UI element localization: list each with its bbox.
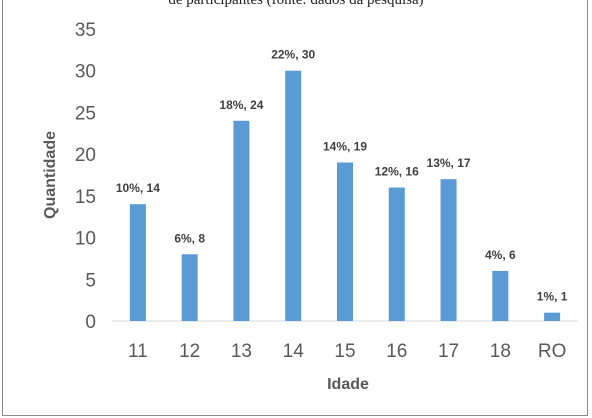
data-label: 13%, 17 (427, 156, 471, 170)
data-label: 12%, 16 (375, 165, 419, 179)
y-tick-label: 0 (85, 312, 96, 333)
data-label: 18%, 24 (219, 98, 263, 112)
x-tick-label: 11 (128, 341, 148, 362)
x-tick-label: 14 (283, 341, 305, 362)
x-tick-label: RO (538, 341, 567, 362)
bar-14 (285, 70, 302, 321)
bar-11 (129, 204, 146, 321)
y-tick-label: 10 (75, 229, 96, 250)
caption-fragment: de participantes (fonte: dados da pesqui… (168, 0, 424, 8)
y-tick-label: 35 (75, 20, 96, 41)
x-tick-label: 15 (334, 341, 355, 362)
bar-17 (440, 179, 457, 321)
y-tick-label: 20 (75, 145, 96, 166)
x-tick-label: 16 (386, 341, 407, 362)
data-label: 4%, 6 (485, 248, 516, 262)
y-tick-label: 30 (75, 62, 96, 83)
y-axis-ticks: 0 5 10 15 20 25 30 35 (75, 20, 96, 333)
bar-15 (337, 162, 353, 321)
data-label: 1%, 1 (537, 290, 568, 304)
bar-16 (388, 187, 405, 321)
bars (129, 70, 561, 322)
y-tick-label: 15 (75, 187, 96, 208)
data-label: 10%, 14 (116, 181, 160, 195)
x-tick-label: 12 (179, 341, 200, 362)
y-tick-label: 25 (75, 103, 96, 124)
bar-12 (181, 254, 198, 321)
data-label: 14%, 19 (323, 139, 367, 153)
y-tick-label: 5 (85, 270, 96, 291)
bar-ro (544, 312, 561, 321)
x-tick-label: 13 (231, 341, 252, 362)
x-axis-title: Idade (327, 376, 369, 393)
data-labels: 10%, 14 6%, 8 18%, 24 22%, 30 14%, 19 12%, 16… (116, 48, 568, 304)
x-axis-ticks: 11 12 13 14 15 16 17 18 RO (128, 341, 566, 362)
y-axis-title: Quantidade (42, 131, 59, 219)
x-tick-label: 18 (490, 341, 511, 362)
data-label: 22%, 30 (271, 48, 315, 62)
x-tick-label: 17 (438, 341, 459, 362)
bar-13 (233, 120, 250, 322)
bar-18 (492, 270, 509, 321)
data-label: 6%, 8 (174, 231, 205, 245)
